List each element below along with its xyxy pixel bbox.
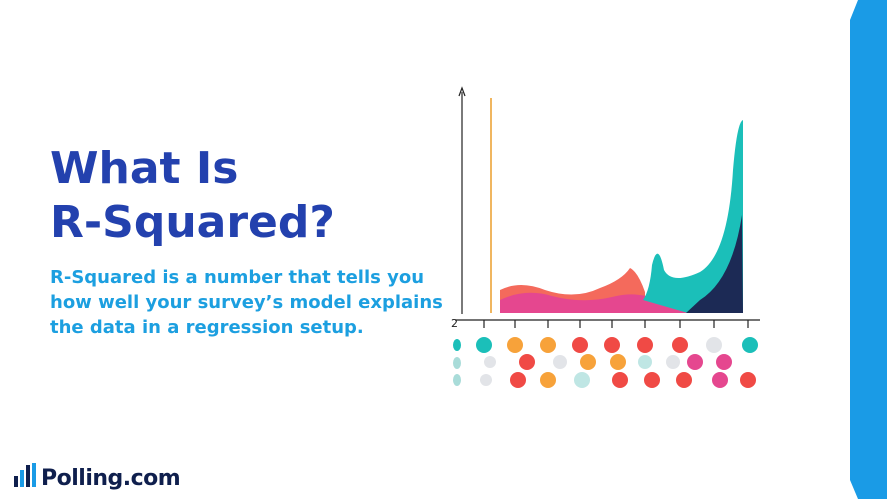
body-line: how well your survey’s model explains: [50, 292, 443, 313]
dots: [453, 337, 758, 388]
logo-icon: [14, 463, 36, 487]
side-band: [850, 0, 887, 499]
body-line: the data in a regression setup.: [50, 317, 364, 338]
body-line: R-Squared is a number that tells you: [50, 267, 424, 288]
area: [643, 120, 743, 313]
axis-arrow: [458, 86, 466, 97]
illustration: 2: [451, 86, 760, 388]
title-line: R-Squared?: [50, 197, 335, 248]
logo-text: Polling.com: [41, 466, 180, 491]
area: [500, 292, 688, 313]
title-line: What Is: [50, 143, 238, 194]
ticks: [483, 320, 749, 328]
axis-glyph: 2: [451, 317, 458, 330]
area: [686, 215, 743, 313]
